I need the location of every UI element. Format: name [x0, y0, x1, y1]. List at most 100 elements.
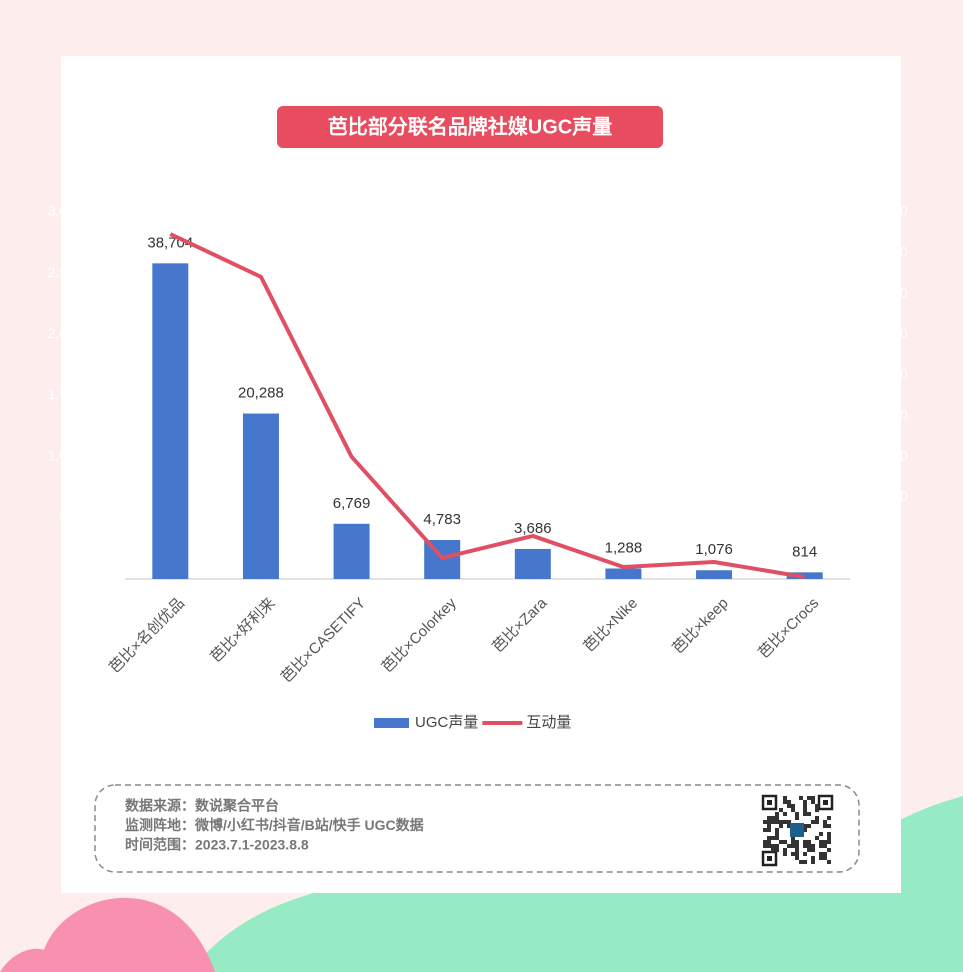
qr-module [827, 860, 831, 864]
qr-module [827, 840, 831, 844]
qr-module [811, 844, 815, 848]
qr-module [823, 824, 827, 828]
y-tick-label: 2,500,000 [48, 264, 110, 280]
qr-module [807, 824, 811, 828]
y2-tick-label: 40,000 [865, 243, 908, 259]
qr-module [775, 812, 779, 816]
qr-module [775, 832, 779, 836]
qr-module [795, 856, 799, 860]
bar [514, 548, 551, 579]
qr-module [783, 800, 787, 804]
data-label: 4,783 [423, 511, 461, 528]
y2-tick-label: 5,000 [865, 529, 900, 545]
y-tick-label: 1,500,000 [48, 386, 110, 402]
qr-module [815, 820, 819, 824]
qr-module [815, 816, 819, 820]
qr-module [819, 844, 823, 848]
y2-tick-label: 25,000 [865, 366, 908, 382]
data-label: 814 [792, 543, 817, 560]
qr-module [823, 856, 827, 860]
qr-module [799, 860, 803, 864]
data-label: 1,076 [695, 541, 733, 558]
qr-finder [767, 800, 772, 805]
qr-module [803, 860, 807, 864]
qr-module [787, 820, 791, 824]
data-label: 1,288 [605, 539, 643, 556]
qr-module [827, 824, 831, 828]
qr-module [807, 840, 811, 844]
footer-box [94, 784, 860, 873]
qr-module [767, 816, 771, 820]
title-box [277, 106, 663, 148]
card [61, 56, 901, 893]
qr-module [787, 804, 791, 808]
qr-code [761, 794, 834, 867]
line [169, 232, 806, 580]
qr-module [779, 824, 783, 828]
qr-module [803, 800, 807, 804]
legend-swatch [374, 718, 409, 728]
chart-title: 芭比部分联名品牌社媒UGC声量 [328, 114, 612, 138]
qr-module [767, 836, 771, 840]
qr-module [783, 820, 787, 824]
qr-module [819, 832, 823, 836]
qr-module [811, 860, 815, 864]
y2-tick-label: 10,000 [865, 488, 908, 504]
qr-module [783, 852, 787, 856]
qr-module [767, 844, 771, 848]
qr-module [783, 840, 787, 844]
qr-module [771, 820, 775, 824]
legend-label: 互动量 [526, 714, 571, 731]
qr-module [795, 844, 799, 848]
qr-module [787, 844, 791, 848]
qr-module [791, 852, 795, 856]
qr-module [823, 844, 827, 848]
qr-module [795, 816, 799, 820]
decor-pink [40, 897, 215, 972]
y2-tick-label: 20,000 [865, 407, 908, 423]
bar [605, 568, 642, 579]
qr-module [791, 840, 795, 844]
qr-module [811, 848, 815, 852]
qr-finder [761, 794, 778, 811]
qr-module [775, 848, 779, 852]
qr-module [763, 828, 767, 832]
qr-module [787, 800, 791, 804]
qr-module [807, 796, 811, 800]
y-tick-label: 2,000,000 [48, 325, 110, 341]
qr-module [807, 812, 811, 816]
qr-module [819, 840, 823, 844]
y-tick-label: 1,000,000 [48, 447, 110, 463]
decor-pink [0, 948, 60, 972]
qr-logo [790, 823, 804, 837]
qr-module [827, 816, 831, 820]
legend-label: UGC声量 [415, 713, 478, 731]
qr-module [783, 796, 787, 800]
qr-module [775, 844, 779, 848]
qr-module [791, 836, 795, 840]
qr-module [803, 828, 807, 832]
qr-module [803, 824, 807, 828]
qr-module [803, 808, 807, 812]
y-tick-label: 3,000,000 [48, 203, 110, 219]
qr-module [771, 816, 775, 820]
qr-module [799, 796, 803, 800]
qr-module [811, 856, 815, 860]
qr-module [823, 852, 827, 856]
qr-module [783, 812, 787, 816]
qr-module [779, 808, 783, 812]
bar [152, 263, 189, 579]
qr-module [767, 840, 771, 844]
qr-module [791, 844, 795, 848]
qr-module [787, 824, 791, 828]
y2-tick-label: 15,000 [865, 447, 908, 463]
y2-tick-label: 45,000 [865, 203, 908, 219]
qr-module [763, 840, 767, 844]
qr-module [811, 800, 815, 804]
qr-module [803, 840, 807, 844]
qr-module [795, 812, 799, 816]
qr-module [815, 804, 819, 808]
qr-module [767, 820, 771, 824]
qr-module [827, 836, 831, 840]
